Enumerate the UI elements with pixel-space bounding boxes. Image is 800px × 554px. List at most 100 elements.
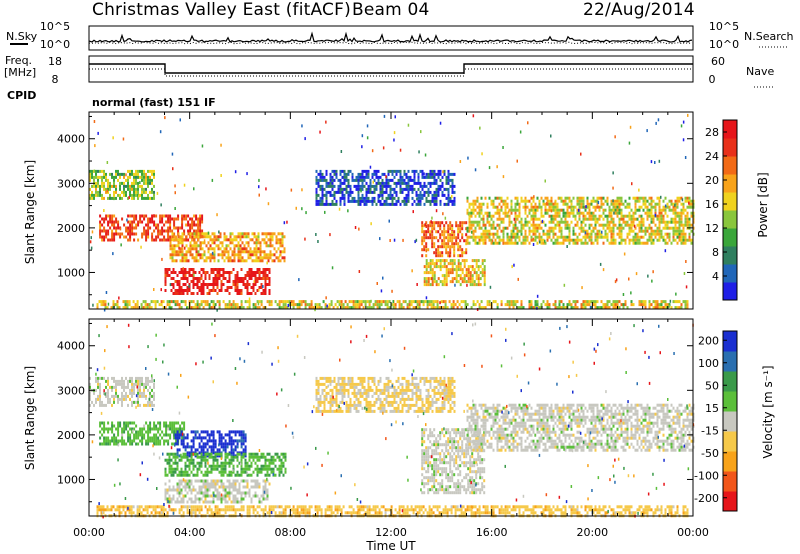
heatmap-cell [137,169,139,173]
heatmap-cell [125,235,128,239]
heatmap-cell [423,181,426,185]
heatmap-cell [150,300,153,304]
heatmap-cell [397,181,400,185]
heatmap-cell [89,187,91,191]
heatmap-cell [166,458,169,462]
heatmap-cell [103,391,105,395]
heatmap-cell [582,226,585,230]
heatmap-cell [610,214,613,218]
heatmap-cell [550,196,553,200]
heatmap-cell [246,300,249,304]
heatmap-cell [411,184,414,188]
heatmap-cell [93,196,95,200]
heatmap-cell [215,235,218,239]
heatmap-cell [260,300,263,304]
heatmap-cell [449,227,452,231]
heatmap-cell [232,448,235,452]
heatmap-cell [240,430,243,434]
heatmap-cell [447,199,450,203]
heatmap-cell [496,235,499,239]
heatmap-cell [421,227,424,231]
heatmap-cell [256,455,259,459]
heatmap-cell [500,196,503,200]
heatmap-cell [202,430,205,434]
heatmap-cell [506,241,509,245]
heatmap-cell [319,184,322,188]
heatmap-cell [133,220,136,224]
heatmap-cell [516,196,519,200]
heatmap-noise-cell [615,278,618,282]
heatmap-cell [283,250,286,254]
heatmap-cell [174,289,177,292]
heatmap-cell [427,172,430,176]
heatmap-cell [188,300,191,304]
heatmap-cell [100,300,103,304]
heatmap-cell [168,455,171,459]
heatmap-cell [93,193,95,197]
heatmap-cell [470,214,473,218]
heatmap-cell [170,277,173,280]
heatmap-cell [224,433,227,437]
heatmap-cell [210,470,213,474]
heatmap-cell [129,421,132,425]
heatmap-cell [654,235,657,239]
heatmap-noise-cell [685,260,687,263]
heatmap-cell [362,300,365,304]
heatmap-cell [477,265,480,269]
heatmap-cell [109,181,111,185]
heatmap-cell [432,300,435,304]
heatmap-noise-cell [394,115,396,119]
heatmap-cell [664,303,667,307]
heatmap-cell [240,458,243,462]
heatmap-cell [680,238,683,242]
heatmap-cell [518,229,521,233]
heatmap-cell [113,226,116,230]
heatmap-cell [269,256,272,260]
heatmap-cell [117,430,120,434]
heatmap-cell [626,202,629,206]
heatmap-cell [113,376,115,380]
heatmap-noise-cell [389,239,391,242]
heatmap-cell [564,306,567,310]
heatmap-cell [230,451,233,455]
heatmap-cell [246,274,249,277]
heatmap-cell [169,214,172,218]
heatmap-cell [417,196,420,200]
heatmap-cell [217,238,220,242]
heatmap-cell [358,306,361,310]
heatmap-noise-cell [612,171,614,175]
heatmap-cell [389,184,392,188]
heatmap-cell [109,439,112,443]
heatmap-cell [206,303,209,307]
heatmap-cell [266,458,269,462]
heatmap-cell [176,439,179,443]
heatmap-cell [596,241,599,245]
heatmap-cell [407,196,410,200]
power-colorbar-label: Power [dB] [756,172,770,237]
heatmap-cell [236,452,239,456]
heatmap-cell [510,211,513,215]
heatmap-cell [107,442,110,446]
heatmap-cell [188,274,191,277]
heatmap-cell [170,470,173,474]
heatmap-cell [192,467,195,471]
heatmap-cell [437,187,440,191]
heatmap-cell [178,286,181,289]
heatmap-cell [407,190,410,194]
heatmap-noise-cell [630,291,632,295]
heatmap-cell [528,306,531,310]
heatmap-cell [646,238,649,242]
heatmap-cell [172,470,175,474]
heatmap-cell [123,424,126,428]
heatmap-cell [556,238,559,242]
heatmap-cell [103,235,106,239]
heatmap-cell [524,205,527,209]
heatmap-noise-cell [258,185,260,189]
heatmap-cell [212,451,215,455]
heatmap-cell [131,388,133,392]
heatmap-cell [234,306,237,310]
heatmap-cell [656,306,659,310]
heatmap-noise-cell [566,245,568,248]
heatmap-cell [514,220,517,224]
heatmap-cell [441,193,444,197]
